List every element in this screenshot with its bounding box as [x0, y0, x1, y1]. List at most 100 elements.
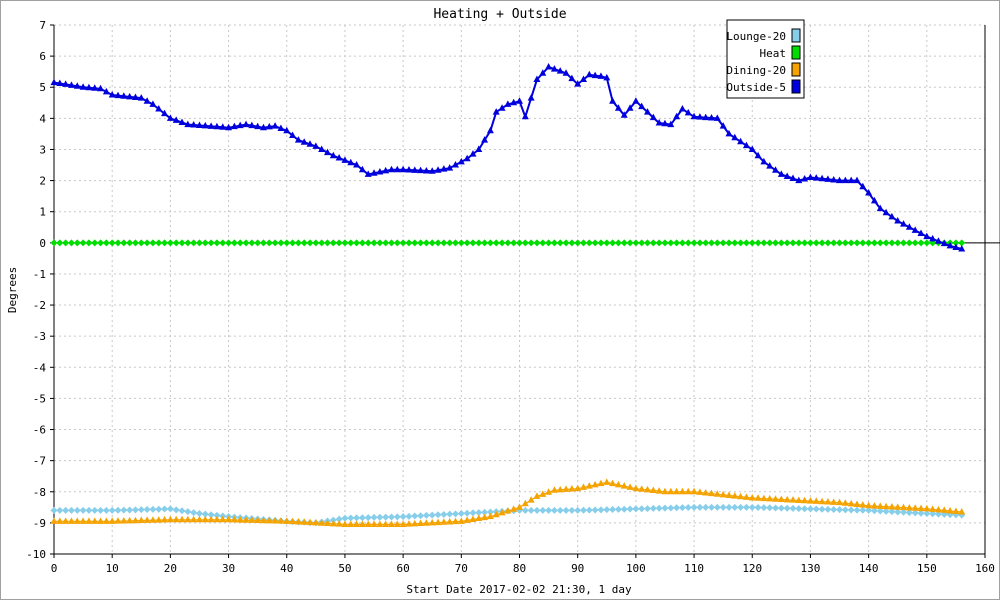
data-point-outside-5	[190, 121, 198, 128]
data-point-heat	[620, 239, 628, 247]
data-point-heat	[79, 239, 87, 247]
data-point-heat	[603, 239, 611, 247]
data-point-heat	[347, 239, 355, 247]
data-point-heat	[830, 239, 838, 247]
data-point-outside-5	[934, 237, 942, 244]
data-point-outside-5	[370, 169, 378, 176]
data-point-dining-20	[713, 490, 721, 497]
data-point-lounge-20	[777, 504, 785, 512]
data-point-heat	[405, 239, 413, 247]
data-point-outside-5	[364, 170, 372, 177]
data-point-heat	[161, 239, 169, 247]
data-point-dining-20	[114, 517, 122, 524]
data-point-lounge-20	[818, 505, 826, 513]
data-point-lounge-20	[900, 508, 908, 516]
x-tick-label: 50	[338, 562, 351, 575]
data-point-outside-5	[510, 98, 518, 106]
data-point-dining-20	[510, 505, 518, 512]
data-point-outside-5	[923, 232, 931, 240]
y-tick-label: 0	[39, 237, 46, 250]
data-point-heat	[335, 239, 343, 247]
data-point-dining-20	[853, 500, 861, 508]
y-tick-label: -9	[33, 517, 46, 530]
x-tick-label: 90	[571, 562, 584, 575]
data-point-outside-5	[102, 87, 110, 95]
x-tick-label: 30	[222, 562, 235, 575]
data-point-lounge-20	[748, 503, 756, 511]
data-point-dining-20	[614, 480, 622, 488]
data-point-outside-5	[457, 157, 465, 165]
data-point-heat	[806, 239, 814, 247]
data-point-lounge-20	[521, 506, 529, 514]
data-point-outside-5	[318, 145, 326, 152]
data-point-dining-20	[108, 517, 116, 524]
chart-title: Heating + Outside	[433, 7, 566, 22]
data-point-dining-20	[591, 480, 599, 488]
data-point-outside-5	[56, 79, 64, 87]
data-point-dining-20	[678, 487, 686, 495]
data-point-outside-5	[79, 83, 87, 90]
data-point-heat	[812, 239, 820, 247]
data-point-heat	[248, 239, 256, 247]
data-point-outside-5	[120, 92, 128, 99]
data-point-dining-20	[428, 518, 436, 526]
data-point-lounge-20	[85, 506, 93, 514]
data-point-dining-20	[946, 506, 954, 514]
data-point-dining-20	[603, 478, 611, 485]
data-point-heat	[754, 239, 762, 247]
data-point-heat	[905, 239, 913, 247]
series-outside-5	[50, 63, 966, 252]
data-point-lounge-20	[422, 511, 430, 519]
data-point-lounge-20	[830, 506, 838, 514]
data-point-dining-20	[609, 479, 617, 487]
data-point-lounge-20	[847, 506, 855, 514]
data-point-heat	[580, 239, 588, 247]
data-point-lounge-20	[545, 506, 553, 514]
data-point-outside-5	[632, 97, 640, 104]
data-point-lounge-20	[702, 503, 710, 511]
data-point-lounge-20	[865, 506, 873, 514]
data-point-dining-20	[865, 501, 873, 509]
data-point-dining-20	[126, 516, 134, 524]
data-point-outside-5	[568, 74, 576, 82]
data-point-dining-20	[783, 495, 791, 503]
data-point-dining-20	[463, 516, 471, 523]
legend: Lounge-20 Heat Dining-20 Outside-5	[726, 19, 805, 99]
data-point-dining-20	[178, 515, 186, 523]
data-point-heat	[475, 239, 483, 247]
data-point-lounge-20	[917, 509, 925, 517]
data-point-lounge-20	[446, 510, 454, 518]
data-point-dining-20	[475, 514, 483, 522]
data-point-dining-20	[451, 517, 459, 525]
data-point-heat	[655, 239, 663, 247]
data-point-outside-5	[85, 83, 93, 91]
data-point-lounge-20	[923, 510, 931, 518]
data-point-heat	[783, 239, 791, 247]
data-point-outside-5	[562, 69, 570, 76]
data-point-heat	[684, 239, 692, 247]
data-point-heat	[556, 239, 564, 247]
data-point-heat	[172, 239, 180, 247]
data-point-dining-20	[673, 487, 681, 495]
data-point-heat	[847, 239, 855, 247]
data-point-outside-5	[451, 161, 459, 168]
data-point-dining-20	[353, 520, 361, 527]
data-point-heat	[236, 239, 244, 247]
data-point-heat	[265, 239, 273, 247]
data-point-lounge-20	[353, 514, 361, 522]
data-point-lounge-20	[574, 506, 582, 514]
data-point-dining-20	[580, 483, 588, 490]
data-point-outside-5	[97, 84, 105, 92]
data-point-outside-5	[888, 212, 896, 220]
data-point-lounge-20	[911, 509, 919, 517]
data-point-dining-20	[97, 517, 105, 524]
data-point-outside-5	[236, 121, 244, 129]
x-tick-label: 110	[684, 562, 704, 575]
data-point-heat	[411, 239, 419, 247]
data-point-lounge-20	[126, 506, 134, 514]
data-point-outside-5	[713, 114, 721, 121]
data-point-dining-20	[143, 516, 151, 523]
data-point-lounge-20	[556, 506, 564, 514]
data-point-lounge-20	[766, 504, 774, 512]
data-point-lounge-20	[172, 506, 180, 514]
